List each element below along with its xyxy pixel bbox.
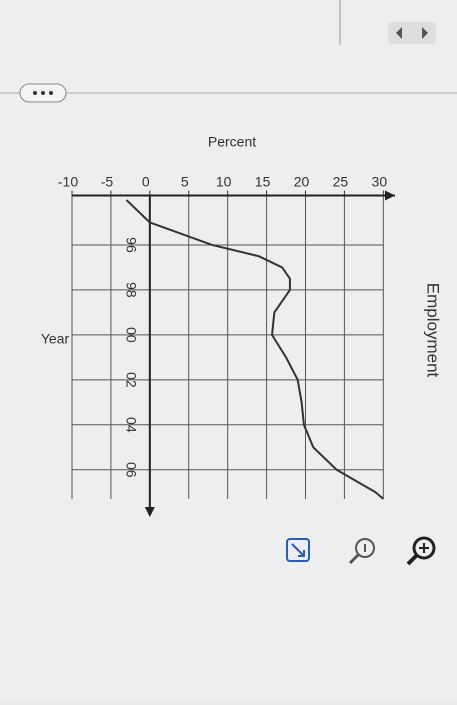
x-tick-label: 00 (123, 327, 139, 343)
dot (41, 91, 45, 95)
dot (49, 91, 53, 95)
chart-title: Employment (424, 283, 443, 378)
zoom-handle (406, 553, 419, 566)
zoom-in-icon[interactable] (412, 536, 436, 560)
x-tick-label: 98 (123, 282, 139, 298)
zoom-out-icon[interactable] (355, 538, 375, 558)
expand-arrow (291, 543, 305, 557)
zoom-in-button[interactable] (406, 536, 436, 566)
y-tick-label: 5 (181, 174, 189, 190)
y-tick-label: 10 (216, 174, 232, 190)
expand-icon[interactable] (286, 538, 310, 562)
zoom-handle (348, 553, 360, 565)
y-tick-label: 20 (294, 174, 310, 190)
prev-arrow[interactable] (396, 27, 402, 39)
y-tick-label: 30 (372, 174, 388, 190)
y-tick-label: 25 (333, 174, 349, 190)
nav-box[interactable] (388, 22, 436, 44)
y-tick-label: 0 (142, 174, 150, 190)
x-tick-label: 96 (123, 237, 139, 253)
x-tick-label: 06 (123, 462, 139, 478)
dot (33, 91, 37, 95)
zoom-out-button[interactable] (348, 538, 375, 565)
x-axis-title: Year (41, 331, 70, 347)
y-tick-label: -10 (58, 174, 78, 190)
expand-button[interactable] (286, 538, 310, 562)
zoom-plus (419, 543, 429, 553)
x-tick-label: 04 (123, 417, 139, 433)
x-tick-label: 02 (123, 372, 139, 388)
y-tick-label: -5 (101, 174, 114, 190)
axis-arrow (385, 190, 395, 201)
axis-arrow (144, 507, 155, 517)
more-button[interactable] (19, 83, 67, 103)
next-arrow[interactable] (422, 27, 428, 39)
data-line (125, 199, 384, 500)
nav-arrows[interactable] (388, 22, 436, 44)
y-axis-title: Percent (208, 134, 256, 150)
y-tick-label: 15 (255, 174, 271, 190)
